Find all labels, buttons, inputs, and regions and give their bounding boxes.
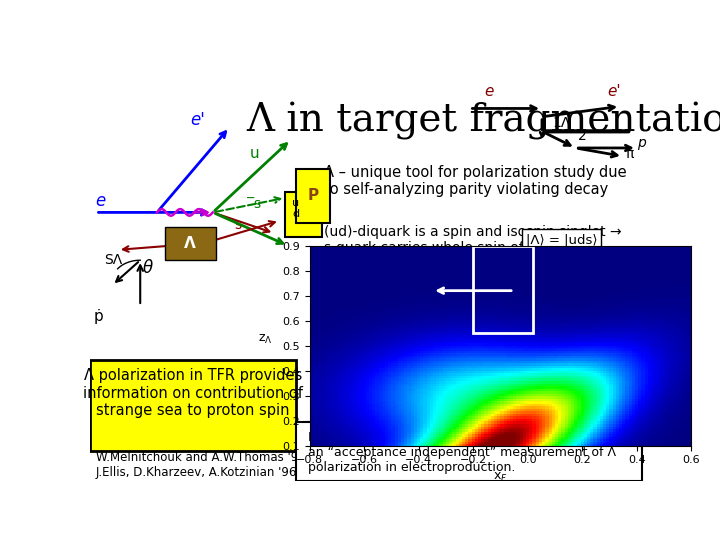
Text: u
d: u d [292,198,300,219]
Text: e': e' [608,84,621,99]
Text: s: s [234,218,241,232]
Text: 1Λ: 1Λ [552,116,571,130]
FancyBboxPatch shape [166,227,215,260]
FancyBboxPatch shape [90,360,297,451]
Text: SΛ: SΛ [104,253,122,267]
Text: Λ polarization in TFR provides
information on contribution of
strange sea to pro: Λ polarization in TFR provides informati… [84,368,303,418]
Text: θ: θ [143,259,153,276]
Text: Λ: Λ [181,236,194,254]
X-axis label: x$_F$: x$_F$ [493,471,508,484]
Text: ṗ: ṗ [94,308,103,323]
FancyBboxPatch shape [285,192,322,238]
Text: e: e [96,192,106,210]
Text: π: π [626,147,634,161]
FancyBboxPatch shape [297,168,330,223]
Text: W.Melnitchouk and A.W.Thomas '96
J.Ellis, D.Kharzeev, A.Kotzinian '96: W.Melnitchouk and A.W.Thomas '96 J.Ellis… [96,451,305,480]
Text: |Λ⟩ = |uds⟩: |Λ⟩ = |uds⟩ [526,233,598,246]
Text: p: p [637,136,646,150]
Text: (ud)-diquark is a spin and isospin singlet →
s-quark carries whole spin of Λ: (ud)-diquark is a spin and isospin singl… [324,225,622,255]
Text: Λ: Λ [184,236,195,251]
Text: P: P [307,188,319,203]
FancyBboxPatch shape [297,422,642,481]
Text: 2: 2 [577,129,587,143]
Text: u: u [250,146,259,161]
Text: e: e [485,84,494,99]
Text: Λ in target fragmentation: Λ in target fragmentation [246,102,720,140]
Y-axis label: z$_{\Lambda}$: z$_{\Lambda}$ [258,333,273,346]
Text: e': e' [190,111,205,129]
Text: Polarized beam gives unique possibility to perform
an “acceptance independent” m: Polarized beam gives unique possibility … [307,431,625,474]
Text: Λ – unique tool for polarization study due
to self-analyzing parity violating de: Λ – unique tool for polarization study d… [324,165,627,197]
Bar [473,246,533,333]
Text: ̅s: ̅s [254,197,261,211]
